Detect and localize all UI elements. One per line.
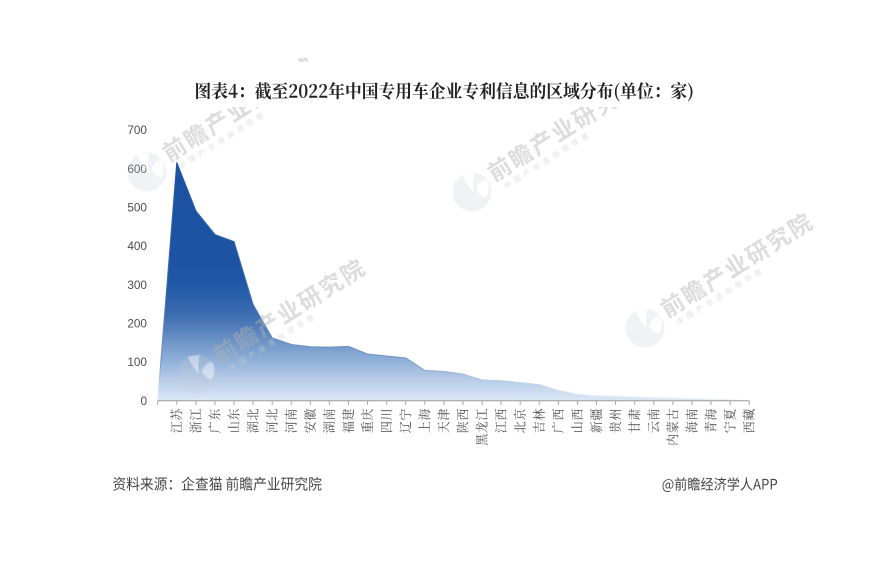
svg-text:500: 500 [127, 201, 147, 215]
svg-text:700: 700 [127, 123, 147, 137]
svg-text:400: 400 [127, 239, 147, 253]
svg-text:100: 100 [127, 355, 147, 369]
svg-text:300: 300 [127, 278, 147, 292]
svg-text:200: 200 [127, 317, 147, 331]
svg-text:0: 0 [140, 394, 147, 408]
